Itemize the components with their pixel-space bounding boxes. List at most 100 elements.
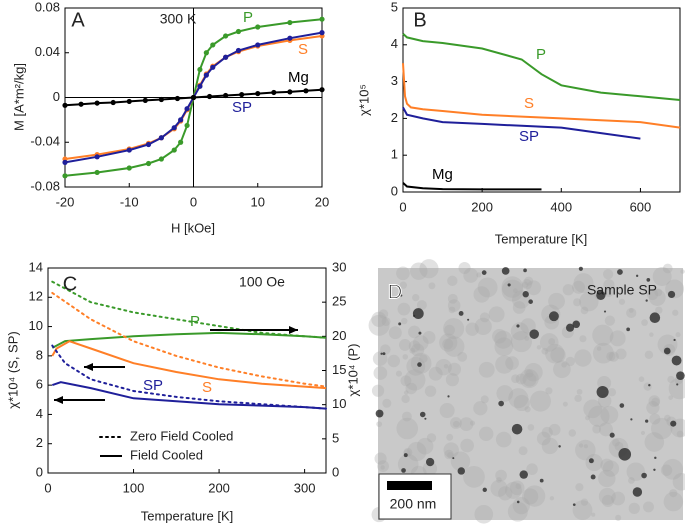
y-tick-label: -0.08 [30,178,60,193]
texture [583,399,602,419]
particle [417,362,422,367]
texture [477,277,498,298]
texture [575,483,584,492]
texture [409,347,416,354]
texture [445,373,459,387]
particle [565,323,575,332]
y-tick-label: 4 [391,36,398,51]
particle [635,274,639,278]
marker [303,88,309,94]
texture [521,278,533,290]
texture [628,502,640,515]
texture [419,259,439,279]
texture [580,498,589,506]
particle [457,467,466,475]
texture [397,453,419,475]
texture [585,415,590,421]
particle [676,371,685,380]
particle [412,308,424,319]
y-tick-label: 0 [391,183,398,198]
texture [662,458,683,480]
texture [541,437,559,455]
marker [255,42,261,48]
particle [609,432,615,438]
texture [492,328,507,344]
texture [460,438,474,453]
texture [680,269,685,274]
texture [407,441,427,462]
texture [439,333,458,352]
y-tick-label: 0.08 [35,0,60,14]
marker [178,117,184,123]
panel-label: A [71,9,85,31]
texture [510,331,532,353]
particle [458,311,464,316]
texture [626,307,637,319]
texture [473,286,490,303]
texture [522,281,529,288]
y2-axis-label: χ*10⁴ (P) [345,344,360,397]
x-tick-label: 0 [399,199,406,214]
texture [592,342,614,364]
texture [579,335,587,343]
particle [667,290,676,299]
particle [403,453,408,458]
marker [62,102,68,108]
arrow-head [54,396,63,404]
texture [388,326,402,340]
texture [657,334,678,355]
marker [223,54,229,60]
y-tick-label: 8 [36,347,43,362]
texture [428,282,436,290]
texture [447,452,454,459]
marker [174,95,181,102]
texture [469,420,476,426]
texture [518,446,528,456]
texture [628,477,635,484]
series-line [51,340,327,390]
marker [255,24,261,30]
texture [529,390,551,412]
texture [496,385,514,402]
texture [585,453,603,472]
texture [412,335,429,351]
texture [640,430,646,435]
texture [408,340,421,353]
texture [476,272,482,278]
texture [524,363,543,382]
texture [604,315,616,326]
marker [319,87,325,93]
annotation: Sample SP [587,282,657,298]
texture [526,280,542,296]
particle [447,395,450,398]
panel-label: C [63,273,77,295]
particle [617,269,623,275]
texture [404,369,426,391]
texture [572,280,586,294]
texture [550,347,566,363]
texture [568,429,577,437]
texture [399,281,407,289]
marker [197,66,203,73]
particle [482,487,487,493]
texture [447,299,461,312]
texture [525,369,534,378]
texture [601,494,614,508]
texture [439,403,455,419]
marker [319,16,325,22]
particle [646,278,651,282]
texture [397,302,411,316]
texture [626,462,645,481]
texture [646,401,660,415]
texture [524,336,530,341]
particle [618,448,632,461]
texture [512,288,518,294]
particle [507,283,511,287]
texture [396,417,419,440]
texture [488,306,505,323]
arrow-head [289,326,298,334]
texture [501,279,524,302]
y-tick-label: 6 [36,377,43,392]
y-tick-label: -0.04 [30,134,60,149]
marker [78,101,84,107]
